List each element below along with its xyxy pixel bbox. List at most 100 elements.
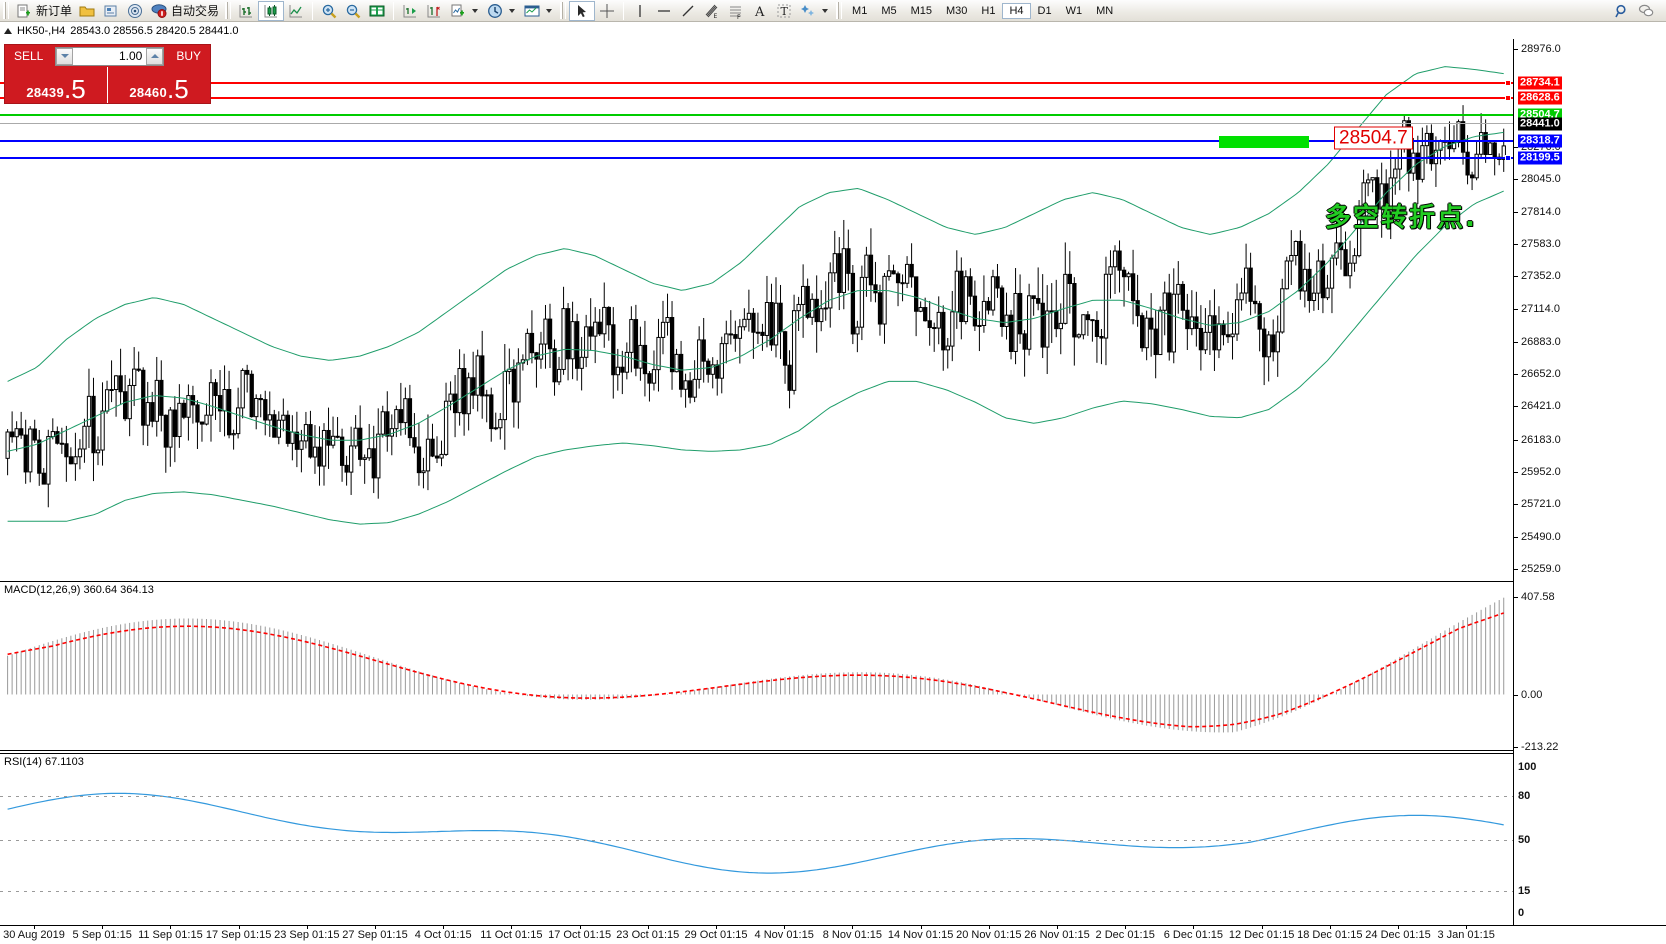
svg-text:E: E [714, 13, 718, 20]
level-anchor[interactable] [1505, 154, 1511, 161]
fibonacci-icon: F [727, 2, 745, 20]
timeframe-h4[interactable]: H4 [1002, 2, 1031, 19]
timeframe-m1[interactable]: M1 [852, 4, 868, 17]
chevron-down-icon-2[interactable] [509, 8, 516, 13]
scale-label: 26183.0 [1521, 433, 1561, 446]
level-line-28734.1[interactable] [0, 79, 1513, 86]
price-level-label-28628.6[interactable]: 28628.6 [1518, 91, 1562, 105]
line-chart-button[interactable] [284, 0, 308, 22]
price-scale[interactable]: 28976.028276.028045.027814.027583.027352… [1513, 39, 1666, 925]
chat-button[interactable] [1634, 0, 1658, 22]
level-line-28318.7[interactable] [0, 139, 1513, 142]
collapse-triangle-icon[interactable] [4, 28, 12, 34]
price-level-label-28734.1[interactable]: 28734.1 [1518, 76, 1562, 90]
toolbar-grip-3[interactable] [560, 2, 567, 19]
rsi-pane[interactable]: RSI(14) 67.1103 [0, 753, 1513, 925]
shapes-button[interactable] [796, 0, 833, 22]
crosshair-tool-button[interactable] [595, 0, 619, 22]
news-button[interactable] [99, 0, 123, 22]
toolbar-grip-4[interactable] [836, 2, 843, 19]
zoom-out-button[interactable] [341, 0, 365, 22]
time-label: 4 Oct 01:15 [414, 929, 472, 941]
macd-pane[interactable]: MACD(12,26,9) 360.64 364.13 [0, 581, 1513, 751]
chevron-down-icon-3[interactable] [546, 8, 553, 13]
vertical-line-button[interactable] [628, 0, 652, 22]
horizontal-line-button[interactable] [652, 0, 676, 22]
sell-price-cell[interactable]: 28439 .5 [5, 67, 108, 103]
level-line-28628.6[interactable] [0, 94, 1513, 101]
volume-stepper[interactable]: 1.00 [55, 46, 165, 66]
auto-scroll-button[interactable] [398, 0, 422, 22]
search-button[interactable] [1610, 0, 1634, 22]
macd-label: MACD(12,26,9) 360.64 364.13 [4, 584, 154, 596]
candlestick-chart-icon [262, 2, 280, 20]
chinese-annotation-text[interactable]: 多空转折点. [1325, 203, 1477, 233]
level-anchor[interactable] [1505, 94, 1511, 101]
candlestick-chart-button[interactable] [258, 0, 285, 21]
price-level-label-28441.0[interactable]: 28441.0 [1518, 117, 1562, 131]
text-tool-button[interactable]: A [748, 0, 772, 22]
rsi-scale-label-50: 50 [1518, 834, 1531, 846]
toolbar-grip[interactable] [3, 2, 9, 19]
indicators-button[interactable] [446, 0, 483, 22]
chart-shift-button[interactable] [422, 0, 446, 22]
timeframe-m30[interactable]: M30 [946, 4, 968, 17]
scale-label: 25721.0 [1521, 498, 1561, 511]
buy-price-fraction: .5 [166, 74, 189, 104]
scale-tick [1514, 146, 1518, 148]
time-tick [1466, 926, 1468, 929]
time-axis[interactable]: 30 Aug 2019 5 Sep 01:15 11 Sep 01:15 17 Sep… [0, 925, 1666, 944]
volume-increase-button[interactable] [146, 47, 164, 65]
signals-button[interactable] [123, 0, 147, 22]
chevron-down-icon[interactable] [472, 8, 479, 13]
timeframe-h1[interactable]: H1 [981, 4, 996, 17]
buy-price-cell[interactable]: 28460 .5 [108, 67, 210, 103]
sell-button[interactable]: SELL [14, 49, 44, 63]
time-tick [375, 926, 376, 929]
highlight-rectangle[interactable] [1219, 136, 1309, 148]
volume-value[interactable]: 1.00 [118, 49, 143, 63]
channel-button[interactable]: E [700, 0, 724, 22]
timeframe-m5[interactable]: M5 [881, 4, 897, 17]
data-window-button[interactable] [365, 0, 389, 22]
zoom-in-icon [320, 2, 338, 20]
level-line-28199.5[interactable] [0, 154, 1513, 161]
bar-chart-button[interactable] [234, 0, 258, 22]
time-label: 6 Dec 01:15 [1163, 929, 1224, 941]
fibonacci-button[interactable]: F [724, 0, 748, 22]
toolbar-grip-2[interactable] [225, 2, 232, 19]
timeframe-d1[interactable]: D1 [1037, 4, 1052, 17]
buy-button[interactable]: BUY [176, 49, 201, 63]
zoom-in-button[interactable] [317, 0, 341, 22]
level-line-28441.0[interactable] [0, 122, 1513, 124]
price-tag-label[interactable]: 28504.7 [1334, 126, 1413, 150]
text-icon: A [751, 2, 769, 20]
timeframe-w1[interactable]: W1 [1065, 4, 1083, 17]
timeframe-m15[interactable]: M15 [910, 4, 932, 17]
bollinger-upper-band [7, 66, 1504, 382]
search-icon [1613, 2, 1631, 20]
templates-button[interactable] [520, 0, 557, 22]
crosshair-icon [598, 2, 616, 20]
rsi-scale-label-100: 100 [1518, 761, 1537, 773]
price-level-label-28318.7[interactable]: 28318.7 [1518, 134, 1562, 148]
new-order-button[interactable]: 新订单 [12, 0, 75, 22]
price-level-label-28199.5[interactable]: 28199.5 [1518, 151, 1562, 165]
one-click-trading-panel[interactable]: SELL 1.00 BUY 28439 .5 28460 .5 [4, 44, 211, 104]
trendline-button[interactable] [676, 0, 700, 22]
autotrading-button[interactable]: 自动交易 [147, 0, 222, 22]
time-tick [1125, 926, 1127, 929]
cursor-tool-button[interactable] [569, 0, 596, 21]
folder-button[interactable] [75, 0, 99, 22]
label-tool-button[interactable]: T [772, 0, 796, 22]
time-label: 30 Aug 2019 [3, 929, 65, 941]
volume-decrease-button[interactable] [56, 47, 74, 65]
chevron-down-icon-4[interactable] [822, 8, 829, 13]
vertical-line-icon [631, 2, 649, 20]
periods-button[interactable] [483, 0, 520, 22]
level-line-28504.7[interactable] [0, 113, 1513, 116]
price-pane[interactable] [0, 39, 1513, 579]
timeframe-mn[interactable]: MN [1096, 4, 1114, 17]
level-anchor[interactable] [1505, 79, 1511, 86]
scale-tick [1514, 211, 1518, 213]
